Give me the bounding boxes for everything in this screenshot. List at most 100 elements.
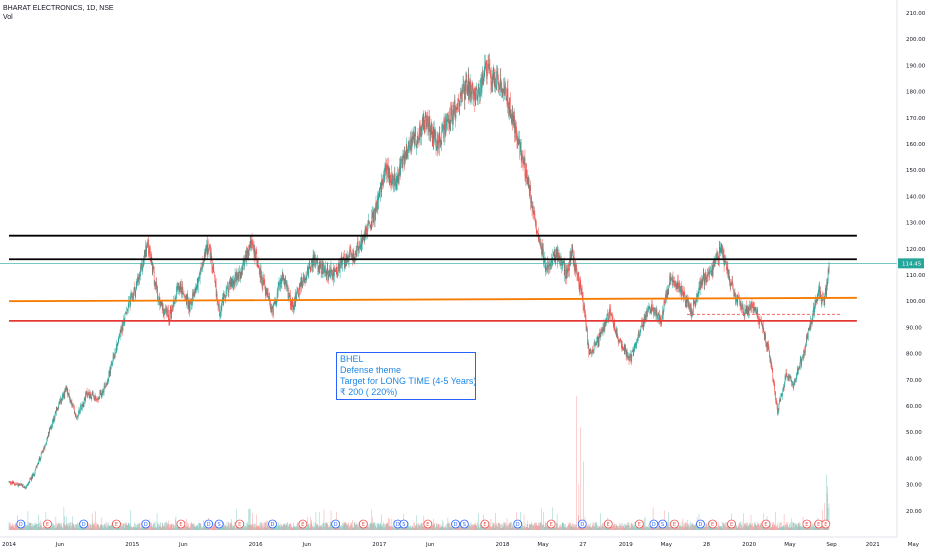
candle-body [143, 259, 144, 262]
candle-body [396, 176, 398, 182]
volume-bar [771, 527, 772, 530]
candle-body [436, 148, 437, 151]
volume-bar [642, 524, 644, 530]
volume-bar [561, 526, 562, 530]
candle-body [253, 245, 255, 255]
candle-body [763, 325, 764, 331]
volume-bar [122, 523, 123, 530]
candle-body [223, 294, 225, 295]
candle-body [553, 254, 555, 255]
candle-body [222, 297, 224, 299]
volume-bar [393, 527, 394, 530]
volume-bar [205, 527, 207, 530]
candle-body [383, 174, 385, 183]
volume-bar [804, 526, 805, 530]
volume-bar [81, 526, 82, 530]
volume-bar [667, 524, 668, 530]
candle-body [651, 303, 652, 310]
candle-body [22, 484, 24, 487]
volume-bar [649, 525, 651, 530]
candle-body [188, 302, 190, 310]
candle-body [598, 336, 600, 344]
candle-body [164, 310, 166, 312]
candle-body [669, 275, 671, 282]
candle-body [335, 270, 336, 272]
volume-bar [513, 523, 515, 530]
candle-body [425, 112, 427, 123]
candle-body [254, 248, 255, 255]
volume-bar [134, 522, 135, 530]
volume-bar [64, 516, 66, 530]
candle-body [696, 293, 698, 295]
volume-bar [446, 524, 447, 530]
volume-bar [8, 522, 10, 530]
volume-bar [422, 526, 424, 530]
candle-body [722, 250, 724, 259]
volume-bar [501, 523, 503, 530]
candle-body [776, 401, 777, 405]
volume-bar [401, 527, 402, 530]
volume-bar [778, 527, 780, 530]
candle-body [206, 244, 207, 247]
volume-bar [568, 522, 570, 530]
candle-body [221, 297, 223, 306]
candle-body [544, 258, 546, 272]
volume-bar [322, 522, 324, 530]
volume-bar [331, 524, 332, 530]
volume-bar [497, 522, 499, 530]
candle-body [513, 115, 515, 127]
candle-body [64, 394, 65, 399]
candle-body [40, 456, 41, 460]
volume-bar [601, 526, 602, 530]
candle-body [195, 288, 197, 293]
volume-bar [459, 526, 460, 530]
volume-bar [296, 523, 298, 530]
candle-body [745, 309, 746, 310]
candle-body [634, 346, 635, 348]
volume-bar [481, 524, 482, 530]
candle-body [535, 222, 537, 223]
volume-bar [152, 523, 154, 530]
candle-body [201, 268, 202, 271]
candle-body [496, 71, 497, 90]
candle-body [384, 165, 386, 171]
candle-body [772, 381, 774, 382]
candle-body [23, 487, 25, 488]
candle-body [414, 133, 416, 135]
candle-body [306, 274, 308, 278]
volume-bar [810, 526, 812, 530]
volume-bar [316, 524, 318, 530]
volume-bar [245, 525, 247, 530]
candle-body [116, 344, 118, 347]
candle-body [728, 272, 730, 281]
volume-bar [657, 526, 658, 530]
volume-bar [77, 527, 79, 530]
candle-body [709, 272, 711, 274]
candle-body [151, 257, 152, 264]
candle-body [220, 306, 222, 313]
candle-body [74, 413, 76, 414]
volume-bar [624, 523, 626, 530]
volume-bar [491, 527, 493, 530]
candle-body [739, 303, 741, 307]
candle-body [657, 317, 659, 321]
volume-bar [756, 525, 758, 530]
volume-bar [421, 522, 422, 530]
volume-bar [658, 526, 659, 530]
volume-bar [627, 522, 628, 530]
candle-body [549, 264, 551, 267]
volume-bar [56, 524, 58, 530]
candle-body [492, 68, 494, 78]
candle-body [272, 306, 274, 315]
candle-body [71, 401, 73, 406]
volume-bar [354, 522, 356, 530]
candle-body [318, 267, 320, 270]
candle-body [640, 330, 641, 334]
candle-body [128, 301, 129, 307]
volume-bar [583, 461, 584, 530]
candle-body [214, 277, 216, 282]
volume-bar [93, 522, 95, 530]
candle-body [561, 258, 562, 263]
candle-body [240, 273, 242, 277]
